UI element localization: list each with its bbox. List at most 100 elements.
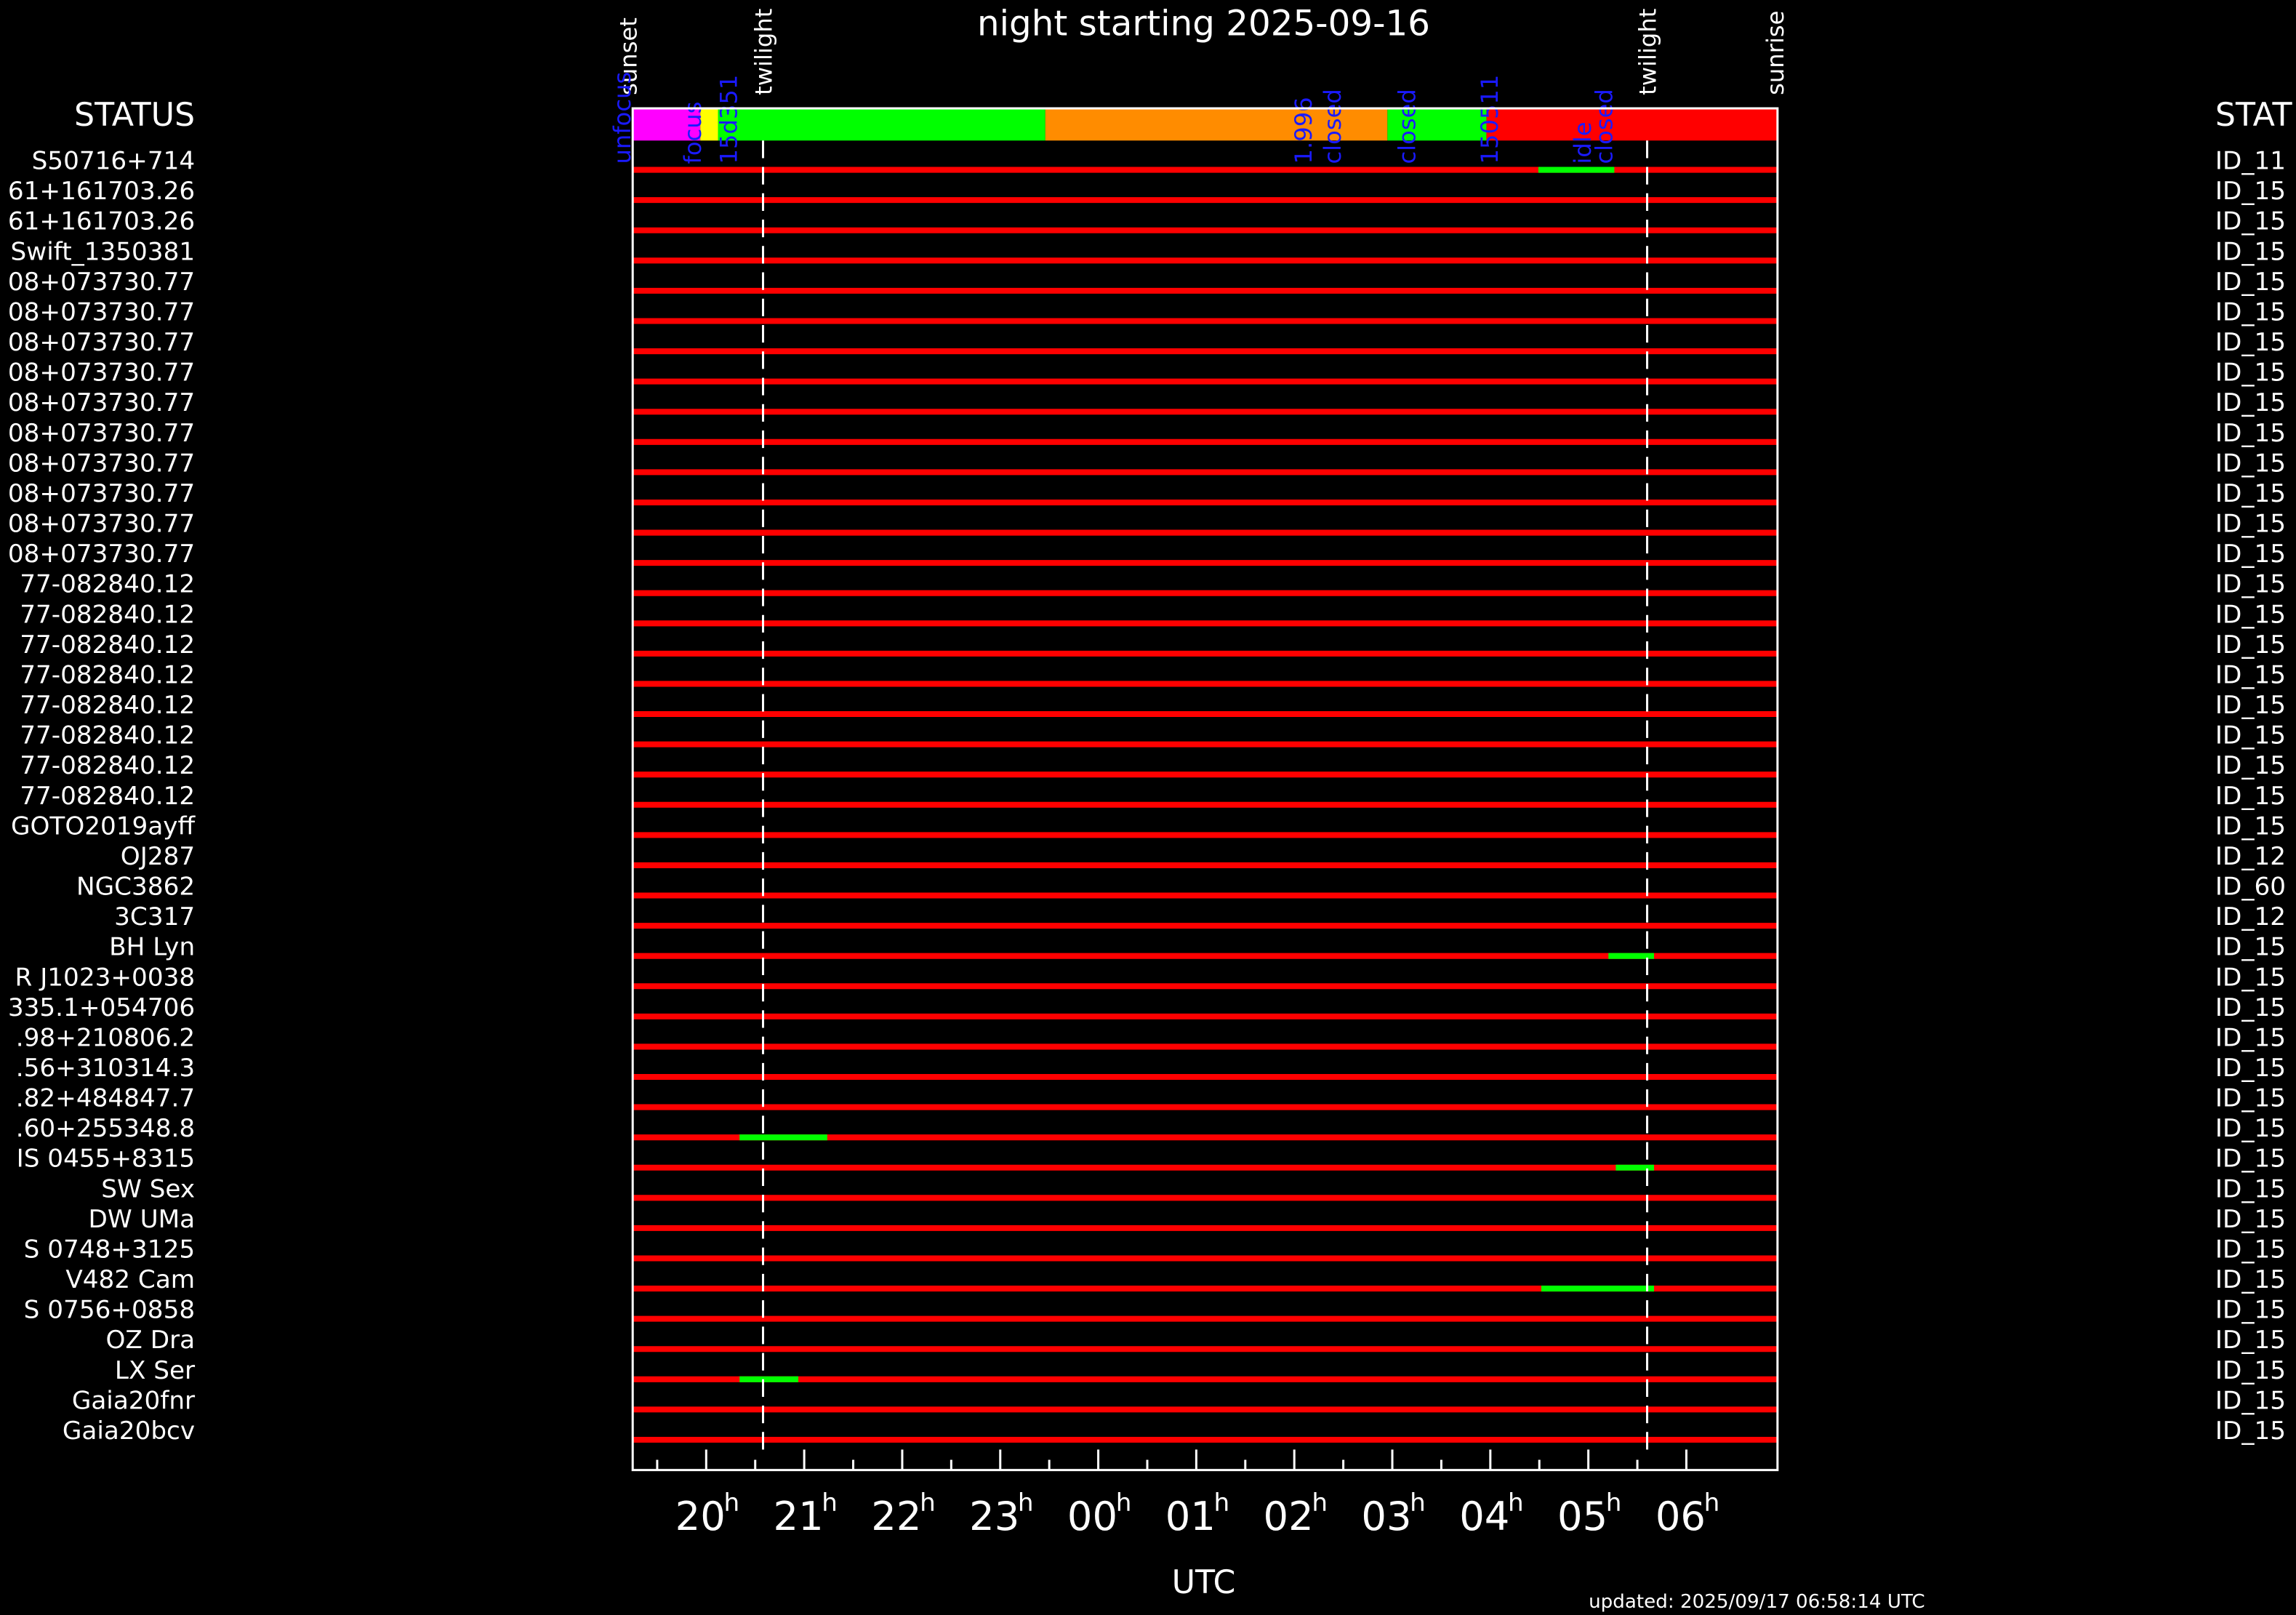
target-id: ID_15 xyxy=(2215,691,2286,720)
x-tick-suffix: h xyxy=(1116,1488,1132,1518)
target-name: 77-082840.12 xyxy=(20,751,195,780)
target-name: 08+073730.77 xyxy=(8,540,195,569)
target-id: ID_15 xyxy=(2215,177,2286,206)
status-segment xyxy=(1486,108,1778,141)
target-name: DW UMa xyxy=(89,1205,196,1234)
target-name: LX Ser xyxy=(115,1356,196,1385)
target-name: BH Lyn xyxy=(109,933,195,962)
target-id: ID_15 xyxy=(2215,1296,2286,1325)
target-id: ID_15 xyxy=(2215,1356,2286,1385)
target-name: Swift_1350381 xyxy=(11,237,196,266)
x-tick-label: 01 xyxy=(1165,1494,1216,1539)
event-label: twilight xyxy=(1634,9,1662,95)
status-label: idle xyxy=(1569,121,1597,164)
status-label: focus xyxy=(679,102,707,164)
status-segment xyxy=(700,108,718,141)
status-label: closed xyxy=(1319,89,1346,164)
x-tick-suffix: h xyxy=(1606,1488,1622,1518)
target-id: ID_15 xyxy=(2215,1114,2286,1143)
target-name: 08+073730.77 xyxy=(8,388,195,417)
target-name: 77-082840.12 xyxy=(20,570,195,599)
event-label: sunrise xyxy=(1762,11,1789,95)
target-name: S 0756+0858 xyxy=(24,1296,195,1325)
target-name: 77-082840.12 xyxy=(20,691,195,720)
target-id: ID_15 xyxy=(2215,1054,2286,1083)
x-tick-label: 04 xyxy=(1459,1494,1509,1539)
x-tick-label: 06 xyxy=(1655,1494,1706,1539)
target-name: 3C317 xyxy=(114,902,195,931)
target-name: .98+210806.2 xyxy=(16,1023,195,1052)
target-id: ID_15 xyxy=(2215,782,2286,811)
target-id: ID_15 xyxy=(2215,207,2286,236)
x-tick-suffix: h xyxy=(723,1488,739,1518)
x-tick-suffix: h xyxy=(1214,1488,1230,1518)
target-name: Gaia20bcv xyxy=(63,1416,195,1446)
target-name: Gaia20fnr xyxy=(72,1386,196,1415)
target-id: ID_15 xyxy=(2215,479,2286,508)
status-label: unfocus xyxy=(609,72,636,164)
target-id: ID_15 xyxy=(2215,328,2286,357)
target-name: NGC3862 xyxy=(76,873,195,902)
target-id: ID_15 xyxy=(2215,1174,2286,1203)
target-name: V482 Cam xyxy=(65,1265,195,1294)
x-tick-label: 05 xyxy=(1557,1494,1607,1539)
target-id: ID_15 xyxy=(2215,1145,2286,1174)
target-name: S 0748+3125 xyxy=(24,1235,195,1264)
target-name: 77-082840.12 xyxy=(20,660,195,689)
chart-title: night starting 2025-09-16 xyxy=(977,3,1430,44)
x-tick-label: 23 xyxy=(969,1494,1019,1539)
target-id: ID_15 xyxy=(2215,268,2286,297)
target-name: R J1023+0038 xyxy=(15,963,196,992)
x-tick-suffix: h xyxy=(1312,1488,1328,1518)
target-id: ID_60 xyxy=(2215,873,2286,902)
target-id: ID_12 xyxy=(2215,902,2286,931)
footer: updated: 2025/09/17 06:58:14 UTC xyxy=(1589,1591,1925,1613)
x-axis-label: UTC xyxy=(1172,1564,1236,1601)
target-name: 08+073730.77 xyxy=(8,510,195,539)
target-id: ID_15 xyxy=(2215,1265,2286,1294)
target-id: ID_15 xyxy=(2215,1326,2286,1355)
target-id: ID_15 xyxy=(2215,570,2286,599)
target-id: ID_15 xyxy=(2215,811,2286,841)
plot-frame xyxy=(631,107,1779,1472)
target-id: ID_15 xyxy=(2215,1084,2286,1113)
x-tick-suffix: h xyxy=(920,1488,936,1518)
target-name: 08+073730.77 xyxy=(8,358,195,388)
x-tick-suffix: h xyxy=(1410,1488,1426,1518)
target-name: OJ287 xyxy=(121,842,195,871)
target-name: OZ Dra xyxy=(106,1326,196,1355)
x-tick-suffix: h xyxy=(822,1488,838,1518)
target-name: 77-082840.12 xyxy=(20,721,195,750)
target-id: ID_11 xyxy=(2215,147,2286,176)
status-segment xyxy=(1045,108,1388,141)
target-id: ID_15 xyxy=(2215,388,2286,417)
target-id: ID_15 xyxy=(2215,1205,2286,1234)
x-tick-label: 00 xyxy=(1067,1494,1117,1539)
right-header: STAT xyxy=(2215,97,2293,134)
target-id: ID_15 xyxy=(2215,510,2286,539)
target-name: 08+073730.77 xyxy=(8,449,195,478)
target-name: 08+073730.77 xyxy=(8,419,195,448)
target-name: SW Sex xyxy=(101,1174,195,1203)
target-id: ID_15 xyxy=(2215,993,2286,1022)
status-segment xyxy=(1387,108,1487,141)
x-tick-label: 03 xyxy=(1361,1494,1411,1539)
x-tick-suffix: h xyxy=(1704,1488,1720,1518)
target-id: ID_15 xyxy=(2215,1023,2286,1052)
target-name: 08+073730.77 xyxy=(8,328,195,357)
target-id: ID_15 xyxy=(2215,540,2286,569)
target-name: S50716+714 xyxy=(32,147,196,176)
status-label: 15d351 xyxy=(715,75,743,164)
target-name: 08+073730.77 xyxy=(8,268,195,297)
target-id: ID_15 xyxy=(2215,1416,2286,1446)
target-id: ID_15 xyxy=(2215,297,2286,326)
x-tick-suffix: h xyxy=(1508,1488,1524,1518)
target-name: 08+073730.77 xyxy=(8,297,195,326)
event-label: sunset xyxy=(615,17,643,95)
target-name: 77-082840.12 xyxy=(20,600,195,629)
status-label: closed xyxy=(1591,89,1618,164)
target-id: ID_15 xyxy=(2215,660,2286,689)
left-header: STATUS xyxy=(74,97,195,134)
